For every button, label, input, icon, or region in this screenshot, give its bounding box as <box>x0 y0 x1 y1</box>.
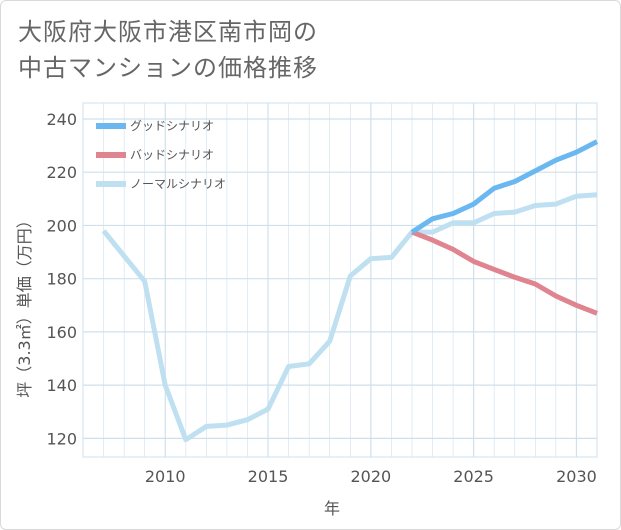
series-lines <box>101 139 599 443</box>
x-tick-label: 2010 <box>145 467 186 486</box>
grid <box>82 102 598 458</box>
legend-label-normal: ノーマルシナリオ <box>130 177 226 191</box>
series-line-normal <box>101 192 598 443</box>
y-tick-label: 140 <box>46 376 77 395</box>
series-line-bad <box>411 229 598 316</box>
y-tick-label: 120 <box>46 429 77 448</box>
x-tick-label: 2015 <box>248 467 289 486</box>
y-tick-label: 240 <box>46 110 77 129</box>
y-tick-label: 160 <box>46 323 77 342</box>
legend-label-bad: バッドシナリオ <box>130 148 214 162</box>
x-axis-label: 年 <box>324 499 340 518</box>
series-line-good <box>410 139 599 235</box>
chart-title-line1: 大阪府大阪市港区南市岡の <box>18 18 318 46</box>
y-tick-label: 220 <box>46 163 77 182</box>
y-tick-label: 200 <box>46 216 77 235</box>
legend-label-good: グッドシナリオ <box>130 119 214 133</box>
chart-title: 大阪府大阪市港区南市岡の 中古マンションの価格推移 <box>18 14 318 86</box>
axes: 2010 2015 2020 2025 2030 120 140 160 180 200 220 24… <box>46 110 596 486</box>
y-axis-label: 坪（3.3㎡）単価（万円） <box>15 212 34 397</box>
x-tick-label: 2020 <box>350 467 391 486</box>
chart-title-line2: 中古マンションの価格推移 <box>18 54 318 82</box>
x-tick-label: 2025 <box>453 467 494 486</box>
x-tick-label: 2030 <box>556 467 597 486</box>
y-tick-label: 180 <box>46 270 77 289</box>
